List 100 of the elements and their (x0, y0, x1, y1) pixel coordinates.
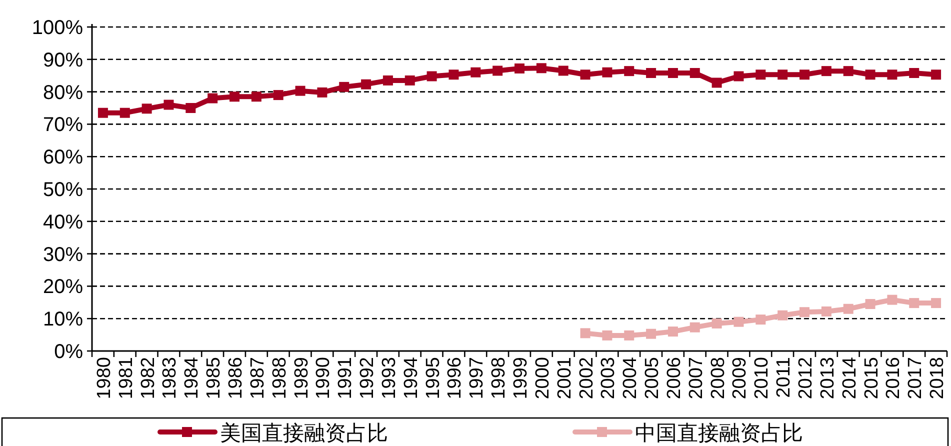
point (339, 82, 350, 92)
point (186, 103, 196, 113)
x-tick-label: 2001 (554, 357, 576, 400)
point (646, 328, 656, 339)
y-tick-label: 10% (42, 308, 84, 331)
y-tick-label: 70% (42, 114, 84, 136)
legend-label: 美国直接融资占比 (220, 422, 388, 445)
legend-label: 中国直接融资占比 (635, 422, 803, 445)
point (778, 70, 788, 80)
x-tick-label: 1997 (466, 357, 488, 400)
x-tick-label: 1988 (269, 357, 290, 400)
point (602, 330, 612, 340)
y-tick-label: 30% (42, 244, 84, 266)
point (317, 87, 328, 98)
x-tick-label: 1981 (116, 357, 137, 400)
point (208, 93, 218, 104)
x-tick-label: 1983 (160, 357, 181, 400)
point (931, 70, 942, 80)
x-tick-label: 1995 (422, 357, 444, 400)
x-tick-label: 2015 (861, 357, 882, 400)
point (602, 67, 612, 78)
point (887, 70, 898, 80)
point (843, 304, 854, 314)
x-tick-label: 2005 (642, 357, 664, 400)
x-tick-label: 2010 (752, 357, 773, 400)
point (756, 314, 766, 325)
x-tick-label: 2008 (708, 357, 729, 400)
x-tick-label: 2003 (598, 357, 620, 400)
point (690, 68, 700, 78)
x-tick-label: 1989 (291, 357, 312, 400)
point (580, 328, 590, 338)
x-tick-label: 1982 (138, 357, 159, 400)
point (580, 70, 590, 80)
x-tick-label: 1993 (378, 357, 400, 400)
x-tick-label: 1992 (357, 357, 378, 400)
x-tick-label: 1985 (204, 357, 225, 400)
point (470, 67, 481, 78)
x-tick-label: 1986 (226, 357, 246, 400)
point (382, 75, 393, 86)
point (492, 66, 503, 76)
y-tick-label: 80% (42, 82, 84, 104)
x-tick-label: 1984 (182, 356, 203, 400)
x-tick-label: 2007 (686, 357, 707, 400)
point (624, 66, 634, 76)
point (668, 68, 678, 78)
point (734, 316, 744, 327)
point (624, 330, 634, 340)
y-tick-label: 50% (42, 179, 84, 201)
x-tick-label: 1998 (488, 357, 510, 400)
point (821, 66, 832, 76)
y-tick-label: 20% (42, 276, 84, 298)
point (668, 326, 678, 337)
point (887, 294, 898, 305)
x-tick-label: 1980 (94, 357, 115, 400)
point (558, 66, 568, 76)
point (142, 104, 152, 114)
point (273, 90, 284, 100)
point (756, 70, 766, 80)
point (778, 310, 788, 320)
point (646, 68, 656, 78)
point (251, 92, 262, 102)
x-tick-label: 2014 (839, 356, 860, 400)
y-tick-label: 90% (42, 49, 84, 72)
y-tick-label: 40% (42, 211, 84, 234)
y-tick-label: 100% (32, 17, 84, 39)
x-tick-label: 2009 (730, 357, 751, 400)
point (865, 70, 876, 80)
point (164, 100, 174, 110)
point (120, 108, 130, 118)
point (514, 63, 524, 74)
point (295, 86, 306, 96)
point (800, 307, 810, 318)
point (843, 66, 854, 76)
point (931, 298, 942, 308)
x-tick-label: 2017 (905, 357, 926, 400)
point (448, 70, 459, 80)
point (712, 78, 722, 88)
point (909, 298, 920, 308)
point (404, 75, 415, 86)
x-tick-label: 1999 (510, 357, 532, 400)
point (800, 70, 810, 80)
point (821, 306, 832, 316)
x-tick-label: 1991 (335, 357, 356, 400)
x-tick-label: 1994 (400, 356, 422, 400)
x-tick-label: 2012 (796, 357, 816, 400)
point (426, 71, 437, 82)
x-tick-label: 2006 (664, 357, 685, 400)
point (734, 71, 744, 82)
x-tick-label: 2016 (883, 357, 904, 400)
point (690, 322, 700, 332)
point (230, 92, 240, 102)
x-tick-label: 2013 (817, 357, 838, 400)
x-tick-label: 2018 (927, 357, 948, 400)
point (536, 63, 546, 74)
point (98, 108, 108, 118)
x-tick-label: 2011 (774, 357, 795, 398)
point (361, 79, 372, 90)
x-tick-label: 1987 (247, 357, 268, 400)
point (712, 318, 722, 328)
x-tick-label: 2002 (576, 357, 598, 400)
